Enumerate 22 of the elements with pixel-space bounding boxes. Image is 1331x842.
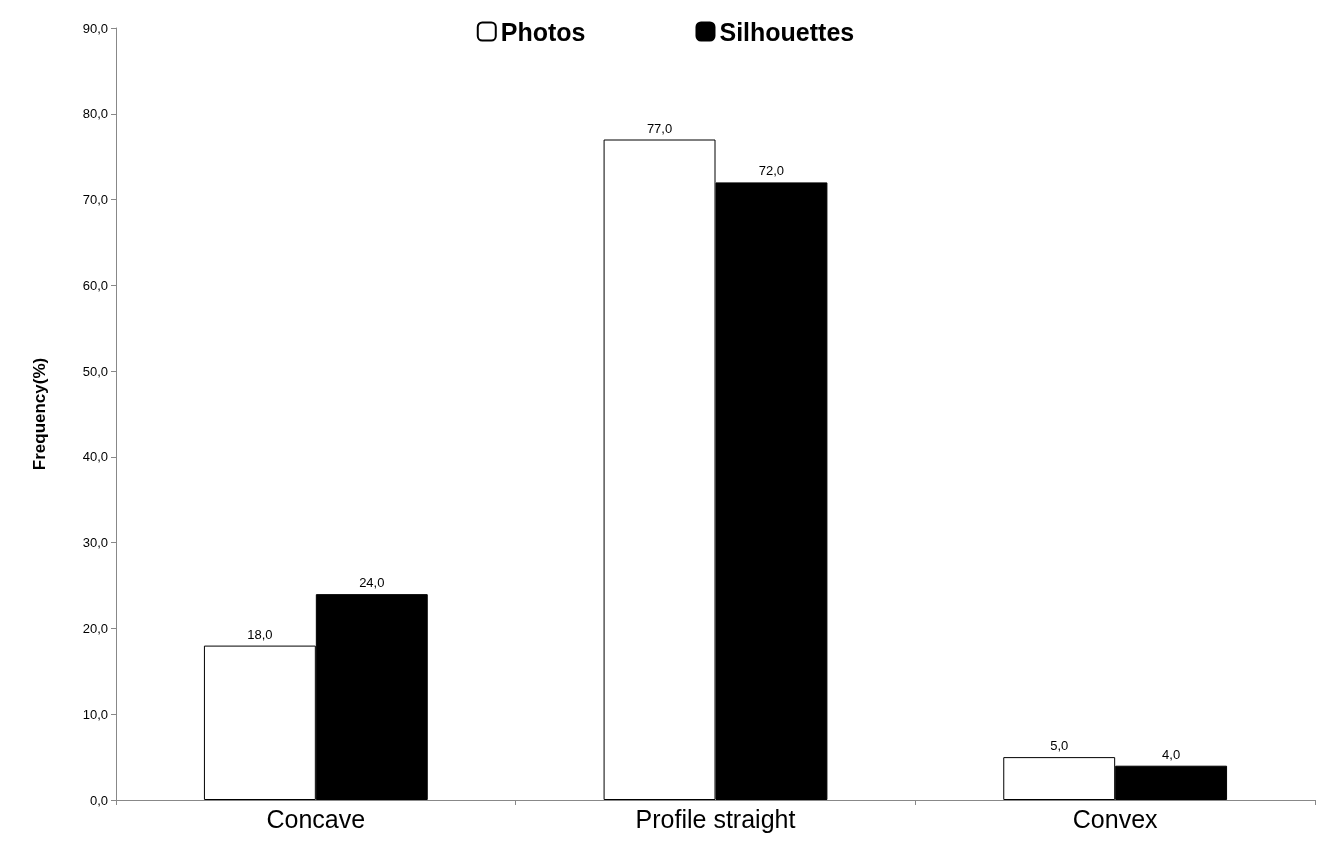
y-tick-label: 20,0 xyxy=(82,620,108,636)
data-label: 18,0 xyxy=(247,626,273,642)
x-tick-label: Concave xyxy=(266,804,366,833)
y-axis-title: Frequency(%) xyxy=(30,357,49,471)
data-label: 77,0 xyxy=(646,120,673,136)
legend-label: Photos xyxy=(500,17,586,46)
y-tick-label: 10,0 xyxy=(82,706,108,722)
y-tick-label: 30,0 xyxy=(82,535,108,551)
y-tick-label: 90,0 xyxy=(82,20,108,36)
x-tick-label: Convex xyxy=(1072,804,1159,833)
data-label: 5,0 xyxy=(1050,738,1069,754)
y-tick-label: 80,0 xyxy=(82,106,108,122)
y-tick-label: 40,0 xyxy=(82,449,108,465)
data-label: 72,0 xyxy=(758,163,785,179)
data-label: 4,0 xyxy=(1162,746,1181,762)
y-tick-label: 70,0 xyxy=(82,192,108,208)
y-tick-label: 60,0 xyxy=(82,277,108,293)
y-tick-label: 50,0 xyxy=(82,363,108,379)
x-tick-label: Profile straight xyxy=(635,804,796,833)
legend-label: Silhouettes xyxy=(719,17,855,46)
y-tick-label: 0,0 xyxy=(89,792,108,808)
data-label: 24,0 xyxy=(359,575,385,591)
